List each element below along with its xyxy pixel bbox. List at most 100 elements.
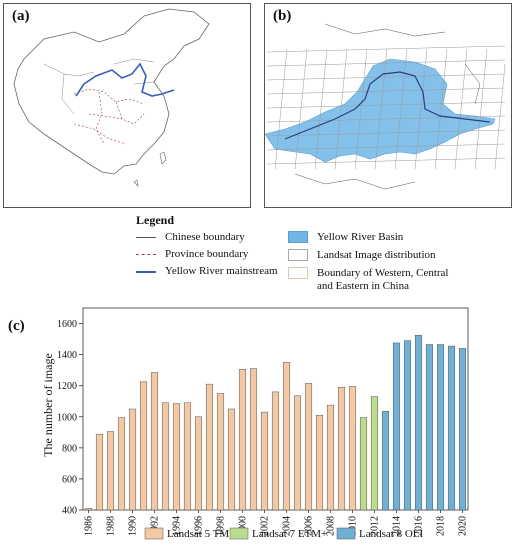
bar xyxy=(227,408,236,511)
chart-legend-item: Landsat 7 ETM+ xyxy=(229,527,327,540)
bar xyxy=(414,334,423,511)
outline-swatch xyxy=(288,267,308,279)
province-boundary xyxy=(294,23,481,190)
bar xyxy=(172,403,181,511)
y-tick-label: 1600 xyxy=(57,319,77,330)
province-boundary-grey xyxy=(43,58,155,115)
bar xyxy=(392,342,401,511)
chart-legend-item: Landsat 5 TM xyxy=(144,527,229,540)
bar xyxy=(216,393,225,511)
legend-title: Legend xyxy=(136,213,175,227)
x-tick-label: 2016 xyxy=(414,516,425,536)
x-tick-label: 2008 xyxy=(326,516,337,536)
bar xyxy=(370,396,379,511)
fill-swatch xyxy=(288,231,308,243)
panel-label-c: (c) xyxy=(8,318,25,334)
bar xyxy=(194,416,203,511)
x-tick-label: 2010 xyxy=(348,516,359,536)
chart-legend: Landsat 5 TM Landsat 7 ETM+ Landsat 8 OLI xyxy=(144,527,423,540)
legend-swatch xyxy=(144,527,164,540)
x-tick-label: 2002 xyxy=(260,516,271,536)
y-tick-label: 1200 xyxy=(57,381,77,392)
bar xyxy=(205,383,214,511)
x-tick-label: 2006 xyxy=(304,516,315,536)
legend-swatch xyxy=(336,527,356,540)
bar xyxy=(150,372,159,511)
x-tick-label: 1994 xyxy=(172,516,183,536)
bar xyxy=(106,431,115,511)
legend-label: Landsat 8 OLI xyxy=(359,528,423,540)
bar xyxy=(293,395,302,511)
panel-label-b: (b) xyxy=(273,8,292,24)
line-swatch xyxy=(136,237,156,238)
bar xyxy=(282,362,291,511)
y-tick-label: 600 xyxy=(62,474,77,485)
x-tick-label: 2004 xyxy=(282,516,293,536)
line-swatch xyxy=(136,271,156,273)
legend-label: Yellow River Basin xyxy=(317,231,404,243)
tick-labels: 400 600 800 1000 1200 1400 1600 1986 1988 1990 199… xyxy=(57,319,469,536)
bar xyxy=(348,386,357,511)
image-count-chart: 400 600 800 1000 1200 1400 1600 1986 1988 1990 199… xyxy=(41,307,469,540)
x-tick-label: 1988 xyxy=(106,516,117,536)
bar xyxy=(403,340,412,511)
map-panel-b: (b) xyxy=(264,3,512,208)
outline-swatch xyxy=(288,249,308,261)
yellow-river-line xyxy=(284,71,491,140)
legend-label: Boundary of Western, Central xyxy=(317,267,449,279)
y-tick-label: 400 xyxy=(62,506,77,517)
legend-label-multiline: Boundary of Western, Central and Eastern… xyxy=(317,267,449,293)
legend-label: Landsat 7 ETM+ xyxy=(252,528,327,540)
bars xyxy=(84,334,467,511)
bar xyxy=(447,345,456,511)
y-axis-title: The number of image xyxy=(41,353,55,457)
yellow-river-basin-map xyxy=(265,23,506,190)
chart-legend-item: Landsat 8 OLI xyxy=(336,527,423,540)
legend-label: Chinese boundary xyxy=(165,231,245,243)
bar xyxy=(183,402,192,511)
x-tick-label: 2012 xyxy=(370,516,381,536)
bar xyxy=(315,414,324,511)
legend-item-chinese-boundary: Chinese boundary xyxy=(136,231,245,244)
bar xyxy=(359,417,368,511)
legend-label-line2: and Eastern in China xyxy=(317,280,409,292)
bar xyxy=(271,391,280,511)
legend-item-region-boundary: Boundary of Western, Central and Eastern… xyxy=(288,267,449,293)
map-legend: Legend Chinese boundary Province boundar… xyxy=(0,213,517,305)
x-tick-label: 2018 xyxy=(436,516,447,536)
bar xyxy=(161,402,170,511)
legend-item-province-boundary: Province boundary xyxy=(136,248,248,261)
x-tick-label: 2000 xyxy=(238,516,249,536)
bar xyxy=(117,417,126,511)
legend-item-yellow-river-mainstream: Yellow River mainstream xyxy=(136,265,278,278)
y-tick-label: 1000 xyxy=(57,412,77,423)
landsat-grid xyxy=(266,45,506,170)
china-map xyxy=(13,8,210,187)
bar xyxy=(458,348,467,511)
bar xyxy=(128,408,137,511)
bar xyxy=(95,433,104,511)
yellow-river-basin-area xyxy=(265,58,496,163)
bar xyxy=(249,368,258,511)
bar xyxy=(425,344,434,511)
bar xyxy=(139,381,148,511)
x-tick-label: 1998 xyxy=(216,516,227,536)
legend-swatch xyxy=(229,527,249,540)
island-outline xyxy=(133,151,167,187)
x-tick-label: 1996 xyxy=(194,516,205,536)
panel-label-a: (a) xyxy=(12,8,30,24)
legend-label: Province boundary xyxy=(165,248,249,260)
x-tick-label: 2014 xyxy=(392,516,403,536)
dash-swatch xyxy=(136,254,156,255)
bar xyxy=(260,411,269,511)
x-tick-label: 1986 xyxy=(84,516,95,536)
legend-label: Yellow River mainstream xyxy=(165,265,278,277)
yellow-river-line xyxy=(75,62,175,97)
legend-label: Landsat Image distribution xyxy=(317,249,436,261)
bar xyxy=(238,369,247,511)
province-boundary xyxy=(73,88,145,145)
map-panel-a: (a) xyxy=(3,3,251,208)
chinese-boundary xyxy=(13,8,210,175)
x-tick-label: 1990 xyxy=(128,516,139,536)
legend-item-landsat-distribution: Landsat Image distribution xyxy=(288,249,436,262)
